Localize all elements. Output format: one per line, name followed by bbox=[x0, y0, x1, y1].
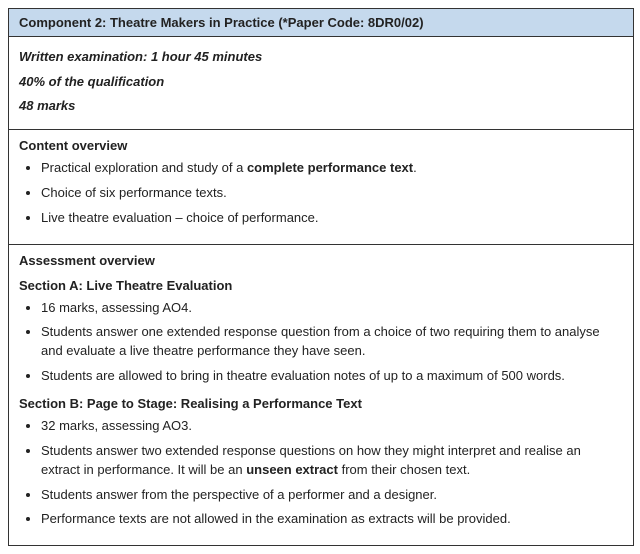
section-b-title: Section B: Page to Stage: Realising a Pe… bbox=[19, 396, 623, 411]
assessment-overview-section: Assessment overview Section A: Live Thea… bbox=[9, 244, 633, 546]
content-overview-section: Content overview Practical exploration a… bbox=[9, 130, 633, 244]
list-item: Choice of six performance texts. bbox=[41, 184, 623, 203]
assessment-overview-title: Assessment overview bbox=[19, 253, 623, 268]
bullet-text: Choice of six performance texts. bbox=[41, 185, 227, 200]
section-a-list: 16 marks, assessing AO4. Students answer… bbox=[19, 299, 623, 386]
bullet-text: 32 marks, assessing AO3. bbox=[41, 418, 192, 433]
meta-marks: 48 marks bbox=[19, 94, 623, 119]
list-item: Students are allowed to bring in theatre… bbox=[41, 367, 623, 386]
list-item: Students answer from the perspective of … bbox=[41, 486, 623, 505]
bullet-text: Students answer one extended response qu… bbox=[41, 324, 600, 358]
list-item: Practical exploration and study of a com… bbox=[41, 159, 623, 178]
list-item: 32 marks, assessing AO3. bbox=[41, 417, 623, 436]
content-overview-title: Content overview bbox=[19, 138, 623, 153]
component-table: Component 2: Theatre Makers in Practice … bbox=[8, 8, 634, 546]
section-a-title: Section A: Live Theatre Evaluation bbox=[19, 278, 623, 293]
content-overview-list: Practical exploration and study of a com… bbox=[19, 159, 623, 228]
bullet-bold: complete performance text bbox=[247, 160, 413, 175]
list-item: Students answer two extended response qu… bbox=[41, 442, 623, 480]
bullet-text: Live theatre evaluation – choice of perf… bbox=[41, 210, 319, 225]
bullet-text: from their chosen text. bbox=[338, 462, 470, 477]
exam-meta: Written examination: 1 hour 45 minutes 4… bbox=[9, 37, 633, 130]
list-item: Live theatre evaluation – choice of perf… bbox=[41, 209, 623, 228]
bullet-text: 16 marks, assessing AO4. bbox=[41, 300, 192, 315]
list-item: Students answer one extended response qu… bbox=[41, 323, 623, 361]
bullet-text: Students are allowed to bring in theatre… bbox=[41, 368, 565, 383]
component-title: Component 2: Theatre Makers in Practice … bbox=[19, 15, 424, 30]
meta-exam-type: Written examination: 1 hour 45 minutes bbox=[19, 45, 623, 70]
list-item: Performance texts are not allowed in the… bbox=[41, 510, 623, 529]
bullet-text: Performance texts are not allowed in the… bbox=[41, 511, 511, 526]
component-header: Component 2: Theatre Makers in Practice … bbox=[9, 9, 633, 37]
bullet-bold: unseen extract bbox=[246, 462, 338, 477]
bullet-text: Students answer from the perspective of … bbox=[41, 487, 437, 502]
meta-weight: 40% of the qualification bbox=[19, 70, 623, 95]
bullet-text: . bbox=[413, 160, 417, 175]
section-b-list: 32 marks, assessing AO3. Students answer… bbox=[19, 417, 623, 529]
bullet-text: Practical exploration and study of a bbox=[41, 160, 247, 175]
list-item: 16 marks, assessing AO4. bbox=[41, 299, 623, 318]
